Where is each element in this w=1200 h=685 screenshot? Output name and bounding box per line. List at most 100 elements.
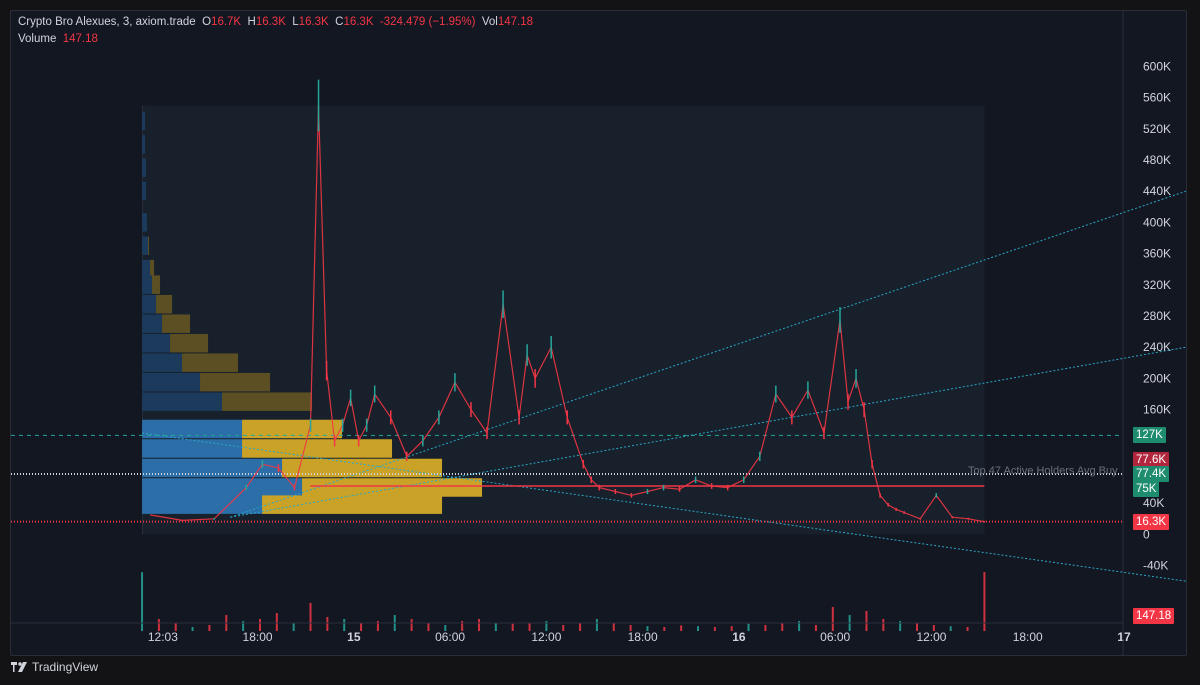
volume-profile-bar — [222, 392, 313, 411]
chart-frame[interactable]: 600K 560K 520K 480K 440K 400K 360K 320K 280K 240K… — [10, 10, 1187, 656]
volume-profile-bar — [142, 478, 303, 497]
y-tick-label: 560K — [1143, 91, 1171, 105]
volume-profile-bar — [142, 158, 147, 177]
volume-profile-bar — [142, 236, 149, 255]
y-tick-label: 320K — [1143, 278, 1171, 292]
volume-bar — [275, 613, 278, 631]
x-tick-label: 15 — [347, 630, 361, 644]
volume-bar — [831, 607, 834, 631]
price-badge-last: 16.3K — [1133, 513, 1170, 530]
volume-bar — [461, 621, 464, 631]
volume-bar — [326, 617, 329, 631]
volume-bar — [528, 623, 531, 631]
volume-bar — [579, 623, 582, 631]
volume-bar — [629, 625, 632, 631]
volume-profile-bar — [142, 181, 147, 201]
volume-bar — [663, 627, 666, 631]
volume-bar — [410, 619, 413, 631]
volume-bar — [882, 619, 885, 631]
volume-profile-bar — [152, 275, 161, 294]
y-tick-label: 40K — [1143, 496, 1164, 510]
x-tick-label: 12:00 — [531, 630, 561, 644]
volume-profile-bar — [142, 294, 157, 314]
volume-badge: 147.18 — [1133, 608, 1175, 624]
volume-bar — [899, 621, 902, 631]
volume-bar — [242, 621, 245, 631]
volume-profile-bar — [142, 275, 153, 294]
volume-bar — [376, 621, 379, 631]
volume-bar — [545, 621, 548, 631]
volume-bar — [191, 627, 194, 631]
price-badge-127k: 127K — [1133, 427, 1166, 444]
volume-bar — [798, 621, 801, 631]
volume-bar — [444, 625, 447, 631]
volume-bar — [157, 619, 160, 631]
price-badge-77-6k: 77.6K — [1133, 451, 1170, 468]
volume-bar — [511, 623, 514, 631]
volume-bar — [595, 619, 598, 631]
x-tick-label: 18:00 — [243, 630, 273, 644]
volume-bar — [343, 619, 346, 631]
volume-bar — [747, 623, 750, 631]
volume-profile-bar — [142, 213, 148, 232]
price-chart[interactable]: 600K560K520K480K440K400K360K320K280K240K… — [11, 11, 1186, 655]
chart-header: Crypto Bro Alexues, 3, axiom.trade O16.7… — [18, 16, 533, 28]
y-tick-label: 280K — [1143, 309, 1171, 323]
volume-bar — [680, 625, 683, 631]
price-line — [149, 105, 985, 523]
volume-value: 147.18 — [62, 33, 98, 45]
volume-bar — [932, 625, 935, 631]
y-tick-label: 480K — [1143, 153, 1171, 167]
volume-profile-bar — [142, 439, 243, 458]
footer-brand: TradingView — [32, 660, 99, 674]
y-tick-label: 200K — [1143, 371, 1171, 385]
volume-bar — [646, 626, 649, 631]
vol-value: 147.18 — [497, 16, 534, 28]
high-value: 16.3K — [255, 16, 286, 28]
volume-bar — [309, 603, 312, 631]
volume-profile-bar — [142, 135, 146, 154]
avg-buy-annotation: Top 47 Active Holders Avg Buy — [968, 465, 1118, 477]
y-tick-label: 400K — [1143, 215, 1171, 229]
volume-bar — [730, 626, 733, 631]
volume-bar — [949, 626, 952, 631]
y-tick-label: -40K — [1143, 559, 1168, 573]
volume-profile-bar — [142, 259, 151, 279]
volume-bar — [427, 623, 430, 631]
volume-profile-bar — [142, 458, 283, 478]
volume-label: Volume — [18, 33, 57, 45]
volume-bar — [141, 572, 144, 631]
volume-bar — [781, 623, 784, 631]
volume-bar — [174, 623, 177, 631]
x-tick-label: 12:03 — [148, 630, 178, 644]
price-badge-75k: 75K — [1133, 481, 1160, 498]
volume-bar — [916, 623, 919, 631]
volume-bar — [713, 627, 716, 631]
volume-profile-bar — [142, 333, 171, 353]
y-tick-label: 600K — [1143, 59, 1171, 73]
x-tick-label: 18:00 — [628, 630, 658, 644]
volume-profile-bar — [142, 495, 263, 514]
tradingview-logo-icon — [11, 662, 27, 672]
volume-profile-bar — [150, 259, 155, 279]
low-value: 16.3K — [298, 16, 329, 28]
volume-bar — [208, 625, 211, 631]
volume-profile-bar — [262, 495, 443, 514]
x-tick-label: 17 — [1117, 630, 1131, 644]
volume-bar — [477, 619, 480, 631]
volume-profile-bar — [156, 294, 173, 314]
trend-line-upper — [230, 190, 1186, 518]
volume-profile-bar — [200, 372, 271, 392]
high-label: H — [247, 16, 256, 28]
x-tick-label: 18:00 — [1013, 630, 1043, 644]
volume-bar — [258, 619, 261, 631]
x-tick-label: 16 — [732, 630, 746, 644]
y-tick-label: 160K — [1143, 403, 1171, 417]
volume-profile-bar — [302, 478, 483, 497]
open-label: O — [202, 16, 212, 28]
volume-profile-bar — [182, 353, 239, 372]
volume-bar — [562, 625, 565, 631]
volume-bar — [494, 623, 497, 631]
volume-bar — [292, 623, 295, 631]
trend-line-middle — [230, 346, 1186, 518]
